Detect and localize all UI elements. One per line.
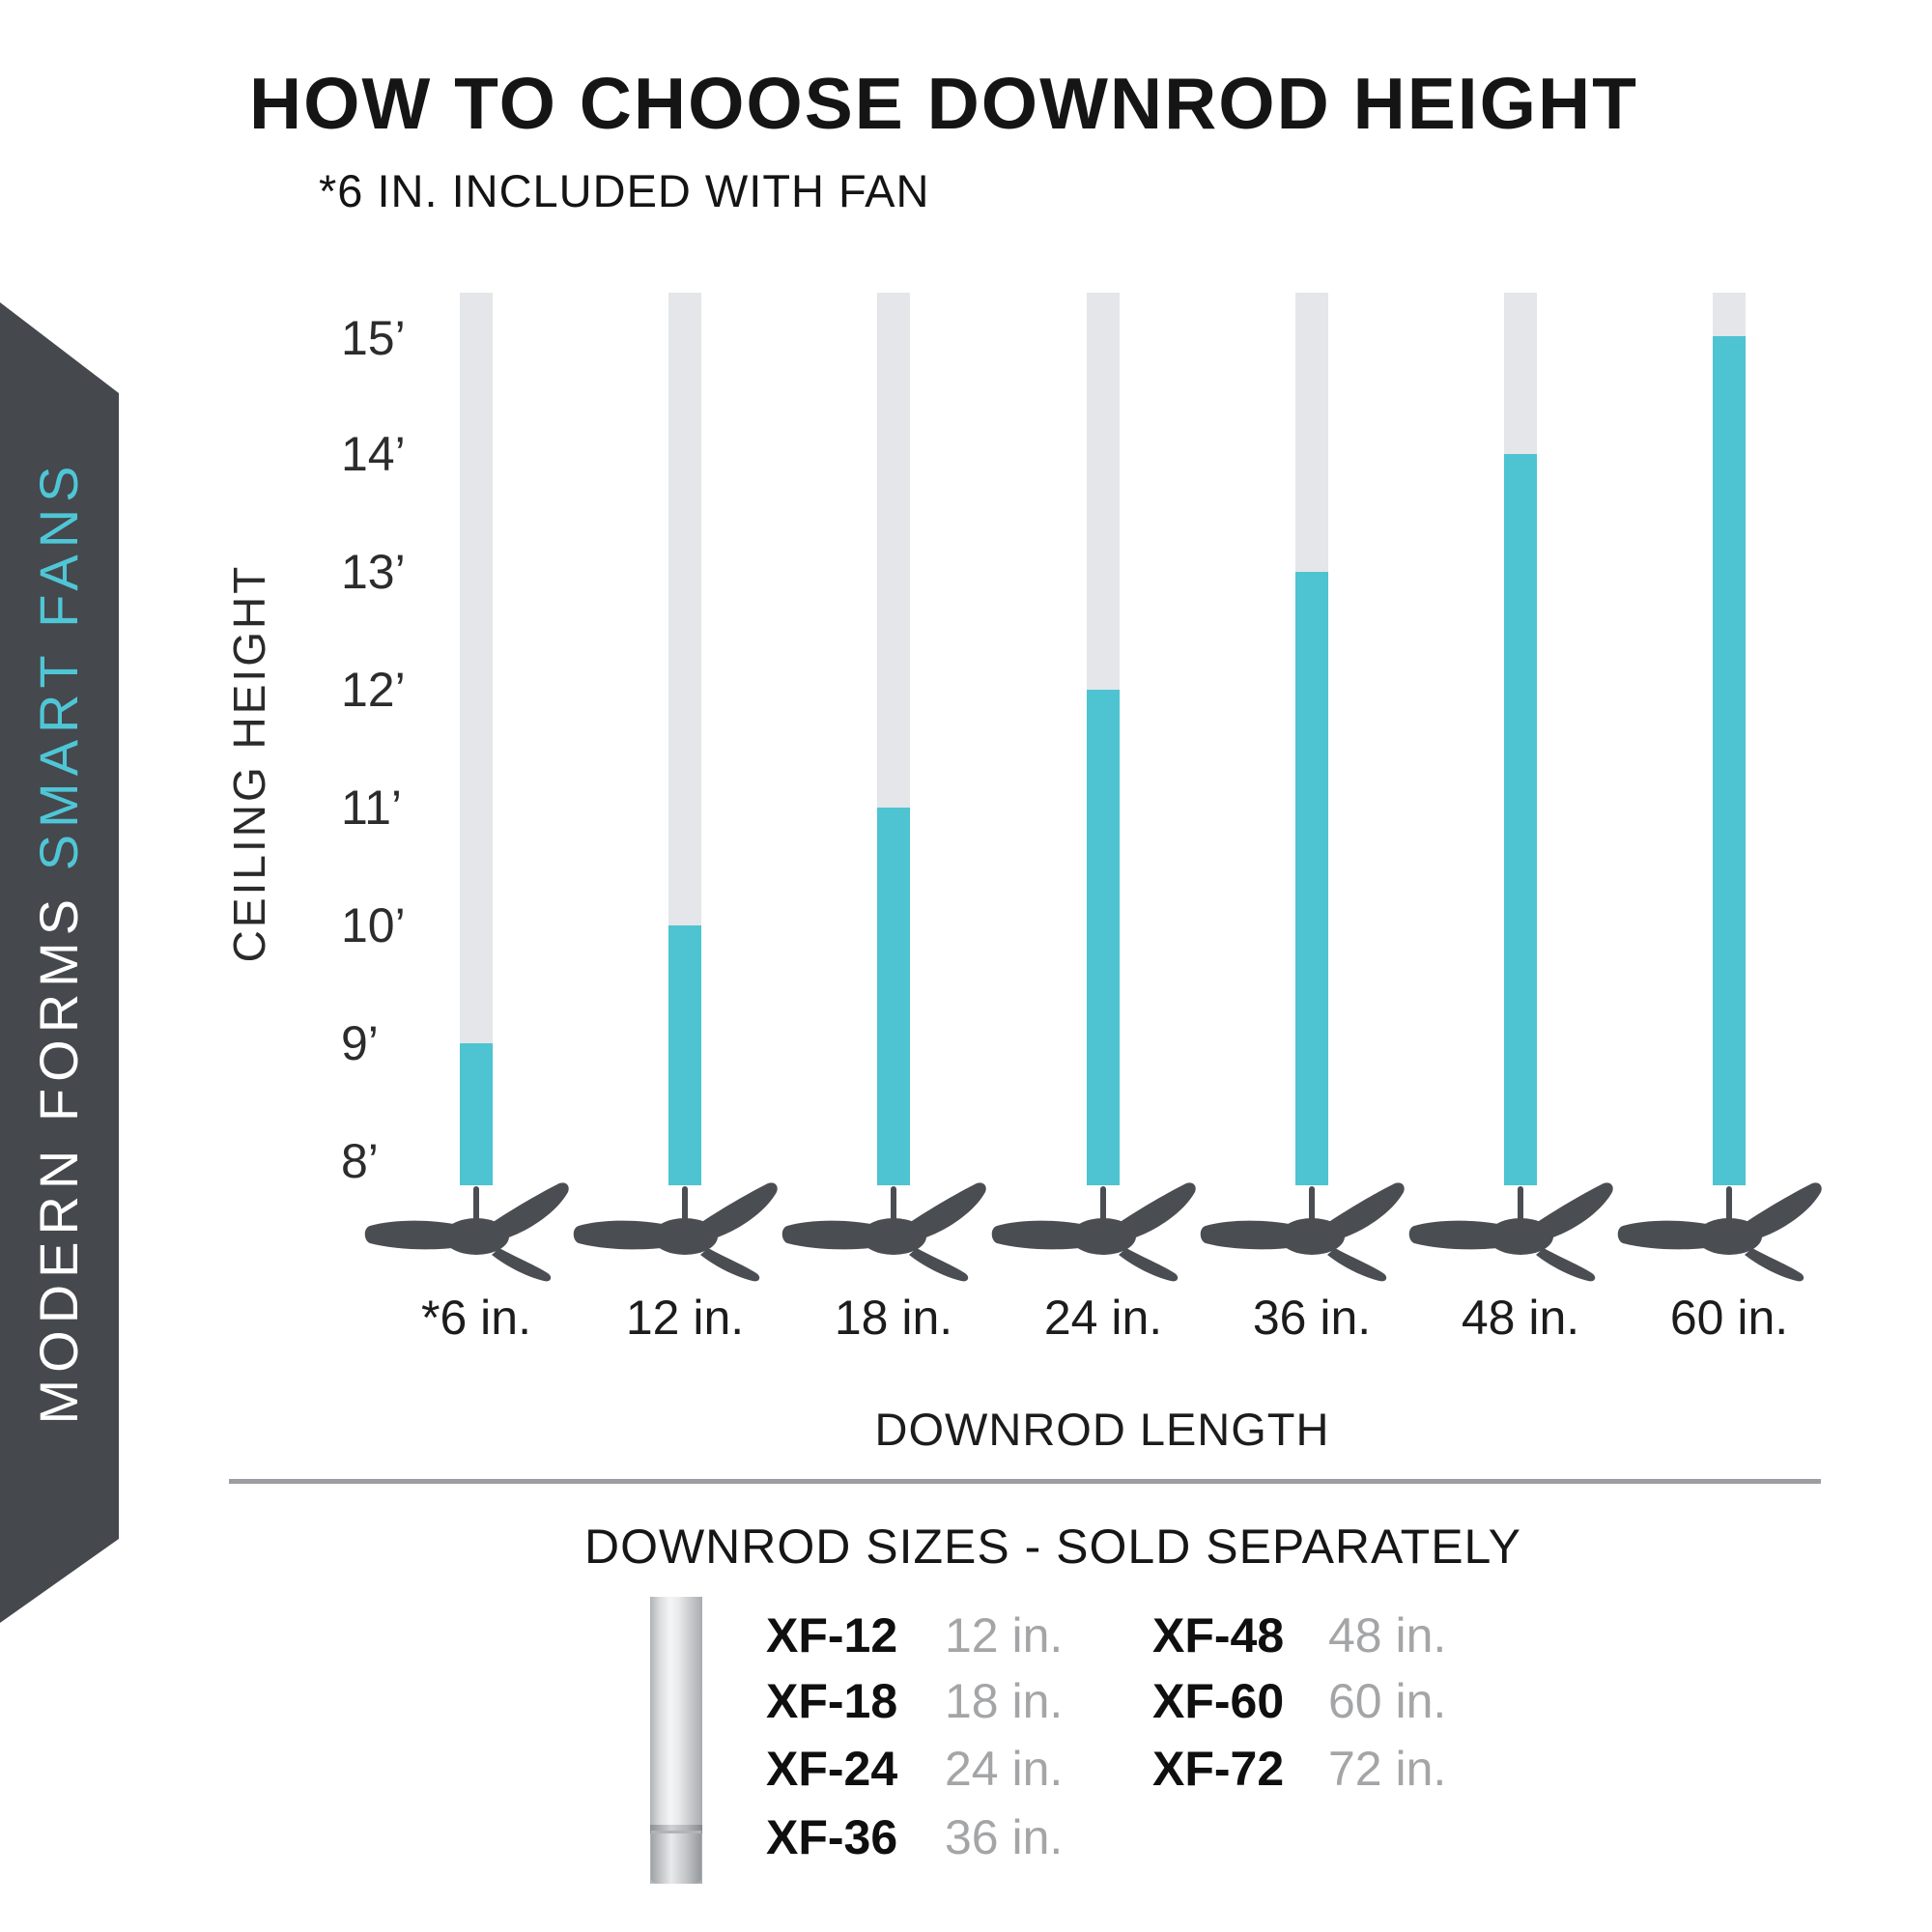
downrod-joint-band (650, 1825, 702, 1833)
bar-36in (1196, 293, 1428, 1185)
bar-60in (1613, 293, 1845, 1185)
downrod-column-36in: 36 in. (1196, 293, 1428, 1355)
x-axis-title: DOWNROD LENGTH (874, 1404, 1330, 1455)
size-length: 60 in. (1328, 1674, 1447, 1728)
downrod-column-24in: 24 in. (987, 293, 1219, 1355)
ceiling-fan-icon (569, 1180, 801, 1289)
y-tick-13ft: 13’ (341, 545, 406, 599)
ceiling-fan-icon (1405, 1180, 1636, 1289)
bar-fill (668, 925, 701, 1185)
size-length: 72 in. (1328, 1742, 1447, 1796)
brand-ribbon (0, 302, 119, 1623)
bar-fill (460, 1043, 493, 1185)
bar-6in (360, 293, 592, 1185)
section-divider (229, 1479, 1821, 1484)
brand-tagline-text: SMART FANS (28, 459, 89, 871)
ceiling-fan-icon (778, 1180, 1009, 1289)
x-tick-24in: 24 in. (1043, 1291, 1163, 1345)
downrod-coupler (651, 1831, 701, 1884)
y-tick-14ft: 14’ (341, 427, 406, 481)
downrod-column-48in: 48 in. (1405, 293, 1636, 1355)
size-length: 12 in. (945, 1608, 1064, 1662)
bar-fill (1713, 336, 1746, 1185)
bar-fill (1504, 454, 1537, 1185)
page-title: HOW TO CHOOSE DOWNROD HEIGHT (249, 63, 1638, 144)
bar-fill (877, 808, 910, 1185)
downrod-illustration (650, 1597, 702, 1884)
y-tick-10ft: 10’ (341, 898, 406, 952)
y-tick-12ft: 12’ (341, 663, 406, 717)
size-length: 48 in. (1328, 1608, 1447, 1662)
x-tick-12in: 12 in. (625, 1291, 745, 1345)
brand-name-text: MODERN FORMS (28, 870, 89, 1425)
ceiling-fan-icon (1196, 1180, 1428, 1289)
brand-ribbon-text: MODERN FORMS SMART FANS (28, 372, 90, 1512)
size-code: XF-60 (1152, 1674, 1285, 1728)
bar-12in (569, 293, 801, 1185)
bar-48in (1405, 293, 1636, 1185)
size-length: 18 in. (945, 1674, 1064, 1728)
size-code: XF-72 (1152, 1742, 1285, 1796)
x-tick-36in: 36 in. (1252, 1291, 1372, 1345)
bar-24in (987, 293, 1219, 1185)
size-code: XF-36 (766, 1810, 898, 1864)
bar-18in (778, 293, 1009, 1185)
x-tick-6in: *6 in. (421, 1291, 531, 1345)
size-code: XF-12 (766, 1608, 898, 1662)
y-tick-11ft: 11’ (341, 781, 403, 835)
y-tick-9ft: 9’ (341, 1016, 379, 1070)
size-length: 36 in. (945, 1810, 1064, 1864)
downrod-column-60in: 60 in. (1613, 293, 1845, 1355)
y-axis-title: CEILING HEIGHT (224, 563, 274, 963)
ceiling-fan-icon (987, 1180, 1219, 1289)
size-code: XF-18 (766, 1674, 898, 1728)
x-tick-48in: 48 in. (1461, 1291, 1580, 1345)
size-code: XF-24 (766, 1742, 898, 1796)
downrod-column-6in: *6 in. (360, 293, 592, 1355)
y-tick-8ft: 8’ (341, 1134, 379, 1188)
size-length: 24 in. (945, 1742, 1064, 1796)
bar-fill (1295, 572, 1328, 1185)
ceiling-fan-icon (360, 1180, 592, 1289)
x-tick-60in: 60 in. (1669, 1291, 1789, 1345)
downrod-sizes-heading: DOWNROD SIZES - SOLD SEPARATELY (583, 1520, 1522, 1574)
x-tick-18in: 18 in. (834, 1291, 953, 1345)
bar-track (460, 293, 493, 1185)
ceiling-fan-icon (1613, 1180, 1845, 1289)
downrod-column-12in: 12 in. (569, 293, 801, 1355)
size-code: XF-48 (1152, 1608, 1285, 1662)
bar-fill (1087, 690, 1120, 1185)
downrod-column-18in: 18 in. (778, 293, 1009, 1355)
included-note: *6 IN. INCLUDED WITH FAN (319, 165, 930, 216)
y-tick-15ft: 15’ (341, 311, 406, 365)
